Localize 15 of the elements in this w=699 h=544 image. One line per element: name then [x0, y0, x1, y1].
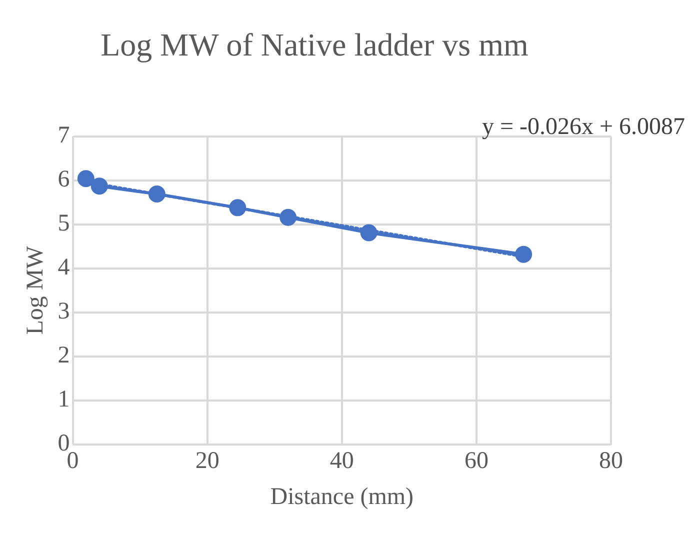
x-tick-label: 20 — [195, 448, 220, 474]
chart-title: Log MW of Native ladder vs mm — [100, 26, 528, 63]
x-tick-label: 80 — [599, 448, 623, 474]
y-tick-label: 7 — [58, 122, 70, 149]
y-tick-label: 2 — [58, 342, 70, 369]
y-tick-label: 1 — [58, 386, 70, 413]
x-axis-title: Distance (mm) — [270, 484, 414, 510]
y-tick-label: 3 — [58, 298, 70, 325]
y-axis-title: Log MW — [22, 246, 49, 335]
x-tick-label: 40 — [330, 448, 354, 474]
y-tick-label: 5 — [58, 210, 70, 237]
annotation: y = -0.026x + 6.0087 — [482, 114, 685, 140]
y-tick-label: 6 — [58, 166, 70, 193]
x-tick-label: 60 — [464, 448, 488, 474]
y-tick-label: 4 — [58, 254, 70, 281]
